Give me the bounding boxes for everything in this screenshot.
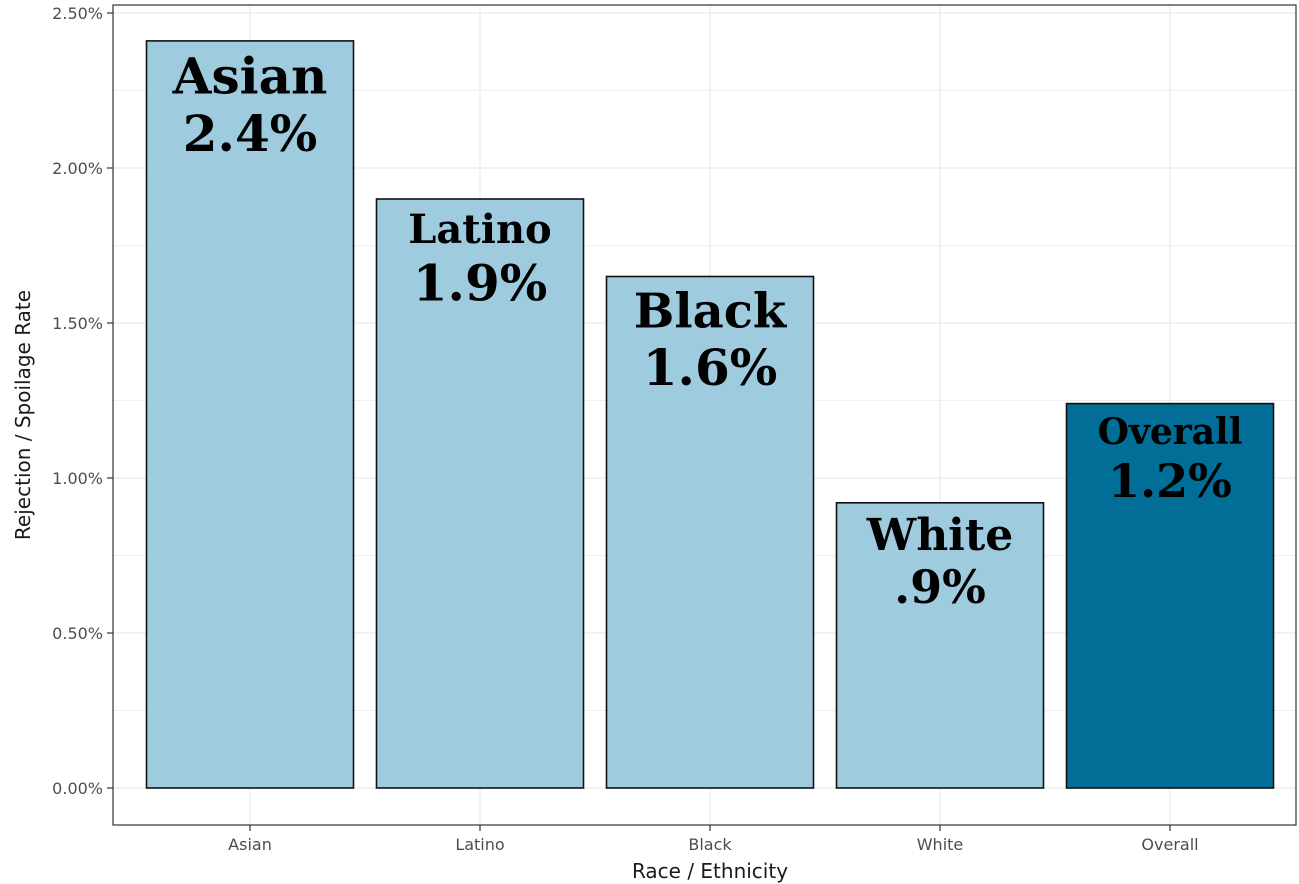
bar-label-value: .9%: [894, 560, 986, 614]
bar-white: [835, 501, 1045, 789]
bars: [145, 40, 1275, 789]
bar-label-value: 2.4%: [183, 104, 318, 163]
x-axis-title: Race / Ethnicity: [632, 859, 788, 883]
bar-label-name: Overall: [1098, 411, 1243, 453]
x-tick-label: Overall: [1141, 835, 1198, 854]
x-tick-label: Asian: [228, 835, 272, 854]
bar-label-value: 1.2%: [1108, 454, 1232, 508]
y-tick-label: 2.00%: [52, 159, 103, 178]
x-tick-label: Latino: [455, 835, 504, 854]
y-axis: 0.00% 0.50% 1.00% 1.50% 2.00% 2.50%: [52, 4, 113, 798]
bar-label-name: Latino: [408, 206, 551, 253]
y-tick-label: 2.50%: [52, 4, 103, 23]
bar-black: [605, 275, 815, 789]
x-tick-label: White: [917, 835, 964, 854]
bar-label-name: Asian: [172, 46, 328, 105]
y-axis-title: Rejection / Spoilage Rate: [11, 290, 35, 540]
y-tick-label: 1.00%: [52, 469, 103, 488]
bar-latino: [375, 198, 585, 789]
bar-label-value: 1.6%: [643, 338, 778, 397]
bar-label-value: 1.9%: [413, 254, 548, 313]
y-tick-label: 0.50%: [52, 624, 103, 643]
panel-border: [112, 4, 1297, 826]
y-tick-label: 0.00%: [52, 779, 103, 798]
x-tick-label: Black: [688, 835, 732, 854]
x-axis: Asian Latino Black White Overall: [228, 825, 1199, 854]
bar-label-name: Black: [634, 283, 788, 339]
bar-label-name: White: [866, 510, 1013, 561]
y-tick-label: 1.50%: [52, 314, 103, 333]
bar-asian: [145, 40, 355, 789]
bar-overall: [1065, 402, 1275, 789]
